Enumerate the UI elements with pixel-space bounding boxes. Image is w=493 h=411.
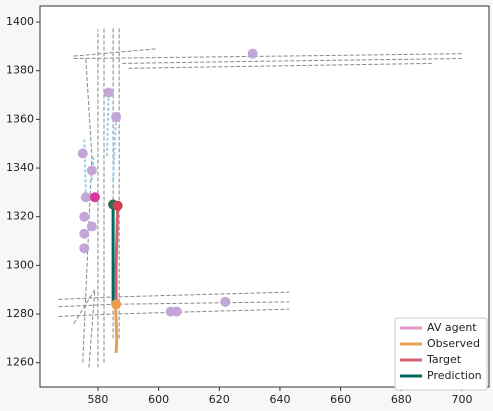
agent-point bbox=[80, 192, 91, 203]
y-tick-label: 1340 bbox=[6, 161, 34, 174]
y-tick-label: 1360 bbox=[6, 112, 34, 125]
agent-point bbox=[77, 148, 88, 159]
agent-trail bbox=[83, 138, 87, 193]
agent-point bbox=[171, 306, 182, 317]
legend-label: AV agent bbox=[427, 321, 477, 334]
legend-label: Prediction bbox=[427, 369, 482, 382]
agent-point bbox=[79, 228, 90, 239]
legend-label: Observed bbox=[427, 337, 480, 350]
y-tick-label: 1280 bbox=[6, 307, 34, 320]
x-tick-label: 680 bbox=[391, 393, 412, 406]
marker-point bbox=[112, 200, 123, 211]
lane-line bbox=[73, 289, 96, 368]
agent-point bbox=[79, 211, 90, 222]
agent-point bbox=[86, 221, 97, 232]
trajectory-line bbox=[114, 205, 120, 305]
lane-line bbox=[73, 48, 156, 57]
lane-line bbox=[122, 58, 463, 64]
y-tick-label: 1320 bbox=[6, 210, 34, 223]
lane-line bbox=[128, 62, 432, 69]
agent-point bbox=[79, 243, 90, 254]
agent-point bbox=[103, 87, 114, 98]
x-tick-label: 620 bbox=[209, 393, 230, 406]
x-tick-label: 660 bbox=[330, 393, 351, 406]
x-tick-label: 700 bbox=[451, 393, 472, 406]
axes-frame bbox=[39, 5, 490, 388]
lane-line bbox=[73, 53, 463, 60]
marker-point bbox=[89, 192, 100, 203]
trajectory-line bbox=[114, 304, 119, 354]
y-tick-label: 1380 bbox=[6, 64, 34, 77]
agent-point bbox=[86, 165, 97, 176]
x-tick-label: 580 bbox=[87, 393, 108, 406]
x-tick-label: 640 bbox=[269, 393, 290, 406]
y-tick-label: 1400 bbox=[6, 15, 34, 28]
agent-trail bbox=[106, 92, 110, 156]
agent-point bbox=[111, 111, 122, 122]
y-tick-label: 1300 bbox=[6, 258, 34, 271]
lane-line bbox=[82, 58, 93, 363]
marker-point bbox=[111, 299, 122, 310]
legend bbox=[394, 317, 488, 391]
legend-label: Target bbox=[426, 353, 462, 366]
agent-point bbox=[220, 296, 231, 307]
y-tick-label: 1260 bbox=[6, 356, 34, 369]
agent-point bbox=[247, 48, 258, 59]
agent-trail bbox=[112, 116, 118, 181]
x-tick-label: 600 bbox=[148, 393, 169, 406]
